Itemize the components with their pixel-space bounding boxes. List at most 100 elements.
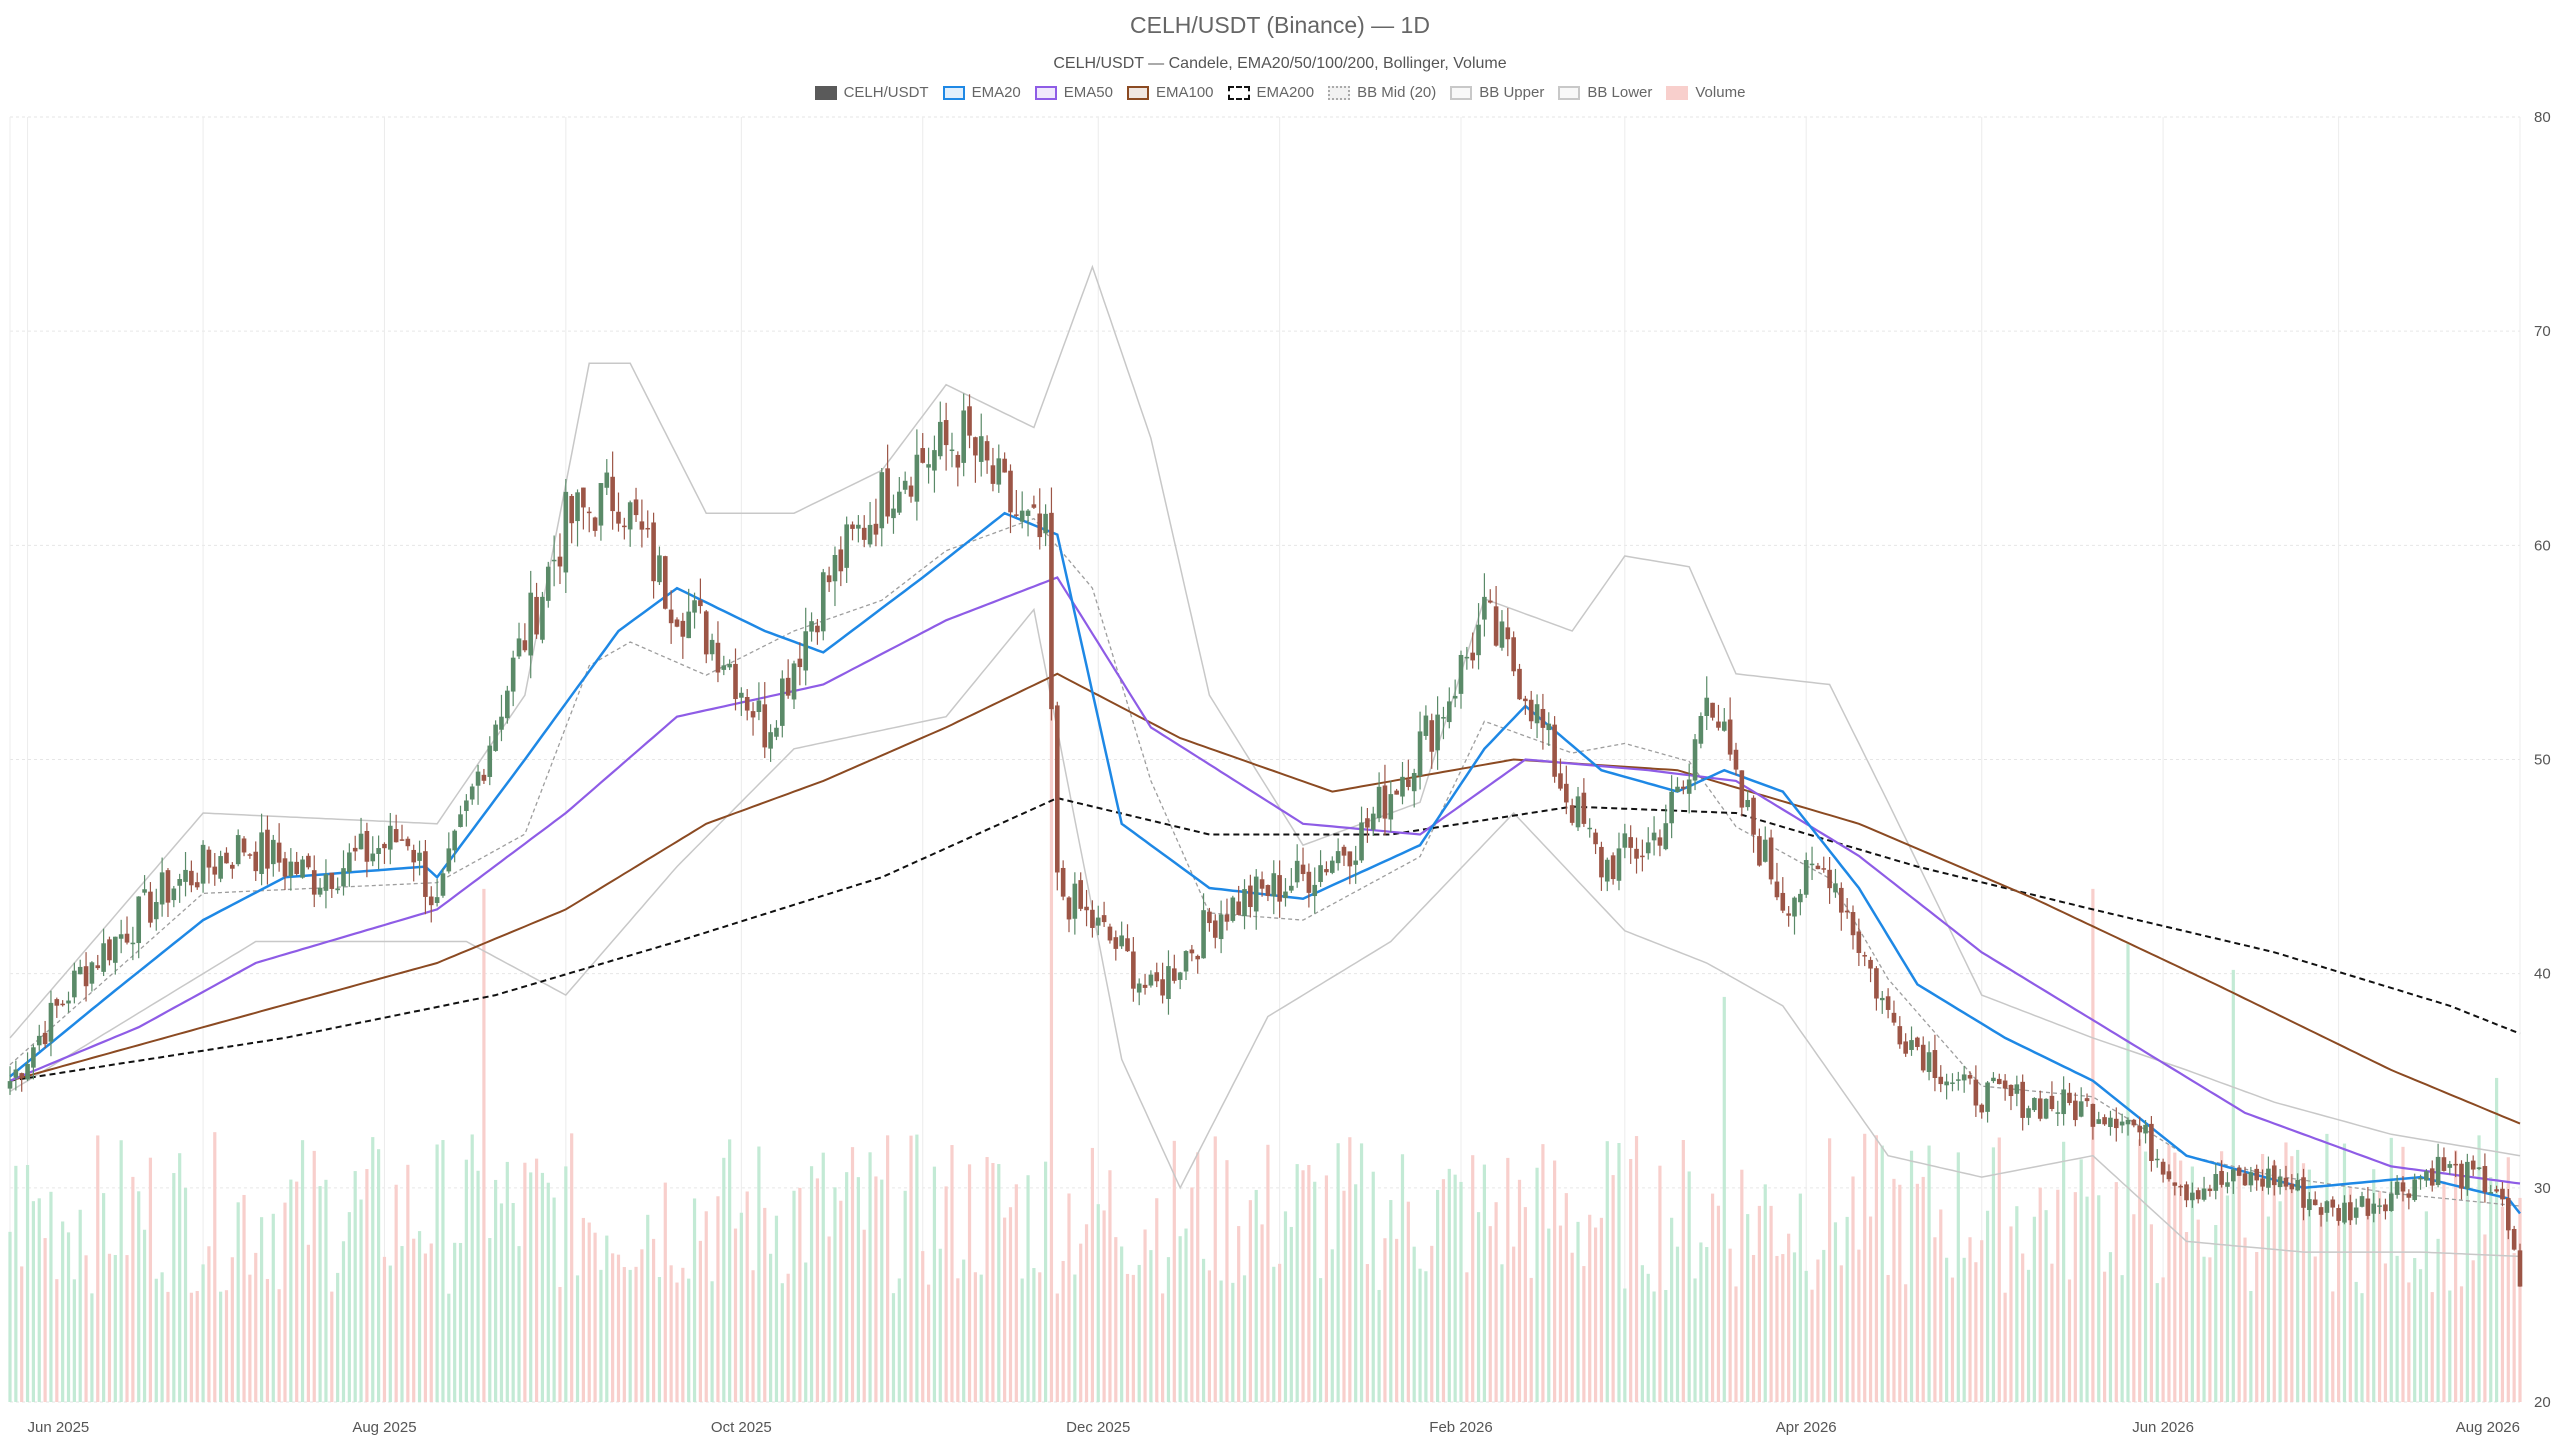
candle-body bbox=[2090, 1103, 2096, 1127]
legend-label: Volume bbox=[1695, 84, 1746, 101]
volume-bar bbox=[1201, 1258, 1206, 1402]
volume-bar bbox=[1471, 1155, 1475, 1402]
volume-bar bbox=[2290, 1156, 2294, 1402]
legend-item-8[interactable]: Volume bbox=[1666, 84, 1745, 101]
volume-bar bbox=[2220, 1151, 2224, 1402]
volume-bar bbox=[447, 1293, 451, 1402]
volume-bar bbox=[1354, 1184, 1358, 1402]
volume-bar bbox=[1219, 1280, 1223, 1402]
volume-bar bbox=[2377, 1191, 2382, 1402]
volume-bar bbox=[827, 1236, 831, 1402]
legend-item-2[interactable]: EMA50 bbox=[1034, 84, 1113, 101]
legend-item-3[interactable]: EMA100 bbox=[1126, 84, 1214, 101]
volume-bar bbox=[874, 1176, 878, 1402]
volume-bar bbox=[663, 1182, 667, 1402]
legend-item-1[interactable]: EMA20 bbox=[942, 84, 1021, 101]
volume-bar bbox=[1722, 996, 1726, 1402]
volume-bar bbox=[1441, 1179, 1446, 1402]
candle-body bbox=[2342, 1202, 2347, 1223]
legend-item-0[interactable]: CELH/USDT bbox=[814, 84, 929, 101]
volume-bar bbox=[1389, 1200, 1393, 1402]
candle-body bbox=[540, 596, 545, 640]
volume-bar bbox=[1517, 1179, 1522, 1402]
volume-bar bbox=[2272, 1161, 2276, 1402]
candle-body bbox=[2143, 1124, 2148, 1134]
volume-bar bbox=[1822, 1249, 1826, 1402]
volume-bar bbox=[382, 1256, 387, 1402]
candle-body bbox=[2424, 1171, 2429, 1181]
candle-body bbox=[633, 499, 639, 516]
legend-item-7[interactable]: BB Lower bbox=[1558, 84, 1652, 101]
volume-bar bbox=[821, 1152, 825, 1402]
candle-body bbox=[481, 774, 487, 781]
candle-body bbox=[2494, 1189, 2499, 1192]
volume-bar bbox=[1096, 1204, 1100, 1402]
candle-body bbox=[1341, 846, 1347, 856]
volume-bar bbox=[2430, 1292, 2434, 1402]
candle-body bbox=[1224, 914, 1230, 922]
volume-bar bbox=[8, 1231, 12, 1402]
volume-bar bbox=[1143, 1229, 1147, 1402]
legend-item-4[interactable]: EMA200 bbox=[1227, 84, 1314, 101]
legend-swatch-icon bbox=[942, 85, 965, 100]
legend-item-6[interactable]: BB Upper bbox=[1450, 84, 1544, 101]
candle-body bbox=[1499, 621, 1505, 648]
volume-bar bbox=[90, 1293, 94, 1402]
volume-bar bbox=[1313, 1181, 1317, 1402]
candle-body bbox=[850, 524, 855, 529]
candle-body bbox=[1376, 786, 1382, 819]
volume-bar bbox=[458, 1242, 463, 1402]
candle-body bbox=[943, 420, 949, 446]
volume-bar bbox=[1465, 1272, 1469, 1402]
candle-body bbox=[2113, 1118, 2119, 1129]
legend-item-5[interactable]: BB Mid (20) bbox=[1328, 84, 1436, 101]
volume-bar bbox=[1512, 1246, 1516, 1402]
candle-body bbox=[2383, 1204, 2388, 1212]
candle-body bbox=[1879, 997, 1885, 1001]
volume-bar bbox=[2202, 1256, 2206, 1402]
candle-body bbox=[557, 556, 563, 567]
candle-body bbox=[2131, 1119, 2137, 1126]
candle-body bbox=[569, 495, 574, 524]
candle-body bbox=[1476, 624, 1481, 656]
volume-bar bbox=[651, 1238, 656, 1402]
candle-body bbox=[1786, 913, 1791, 916]
volume-bar bbox=[1664, 1289, 1668, 1402]
volume-bar bbox=[1049, 605, 1054, 1402]
volume-bar bbox=[1295, 1164, 1299, 1402]
candle-body bbox=[428, 896, 434, 906]
candle-body bbox=[224, 852, 229, 864]
volume-bar bbox=[388, 1265, 392, 1402]
volume-bar bbox=[2319, 1211, 2323, 1402]
ema100-line bbox=[9, 672, 2521, 1125]
candle-body bbox=[1400, 776, 1405, 797]
volume-bar bbox=[1611, 1175, 1615, 1402]
volume-bar bbox=[254, 1252, 258, 1402]
candle-body bbox=[2330, 1199, 2336, 1208]
candle-body bbox=[686, 611, 691, 639]
volume-bar bbox=[1395, 1238, 1399, 1402]
volume-bar bbox=[2331, 1291, 2335, 1402]
volume-bar bbox=[2062, 1141, 2066, 1402]
candle-body bbox=[2377, 1205, 2382, 1207]
volume-bar bbox=[2067, 1279, 2072, 1402]
volume-bar bbox=[347, 1212, 351, 1402]
candle-body bbox=[259, 832, 264, 874]
candle-body bbox=[136, 896, 142, 944]
volume-bar bbox=[172, 1173, 176, 1402]
volume-bar bbox=[575, 1275, 580, 1402]
candle-body bbox=[2406, 1193, 2412, 1198]
volume-bar bbox=[1383, 1238, 1387, 1402]
volume-bar bbox=[113, 1255, 117, 1402]
candle-body bbox=[1025, 510, 1031, 516]
candle-body bbox=[1862, 955, 1868, 957]
volume-bar bbox=[534, 1158, 539, 1402]
candle-body bbox=[1932, 1050, 1938, 1079]
candle-body bbox=[961, 410, 966, 463]
candle-body bbox=[1166, 966, 1171, 999]
candle-body bbox=[575, 492, 580, 522]
volume-bar bbox=[2073, 1192, 2077, 1402]
candle-body bbox=[739, 692, 744, 698]
candle-body bbox=[1435, 714, 1440, 751]
candle-body bbox=[1721, 721, 1727, 731]
